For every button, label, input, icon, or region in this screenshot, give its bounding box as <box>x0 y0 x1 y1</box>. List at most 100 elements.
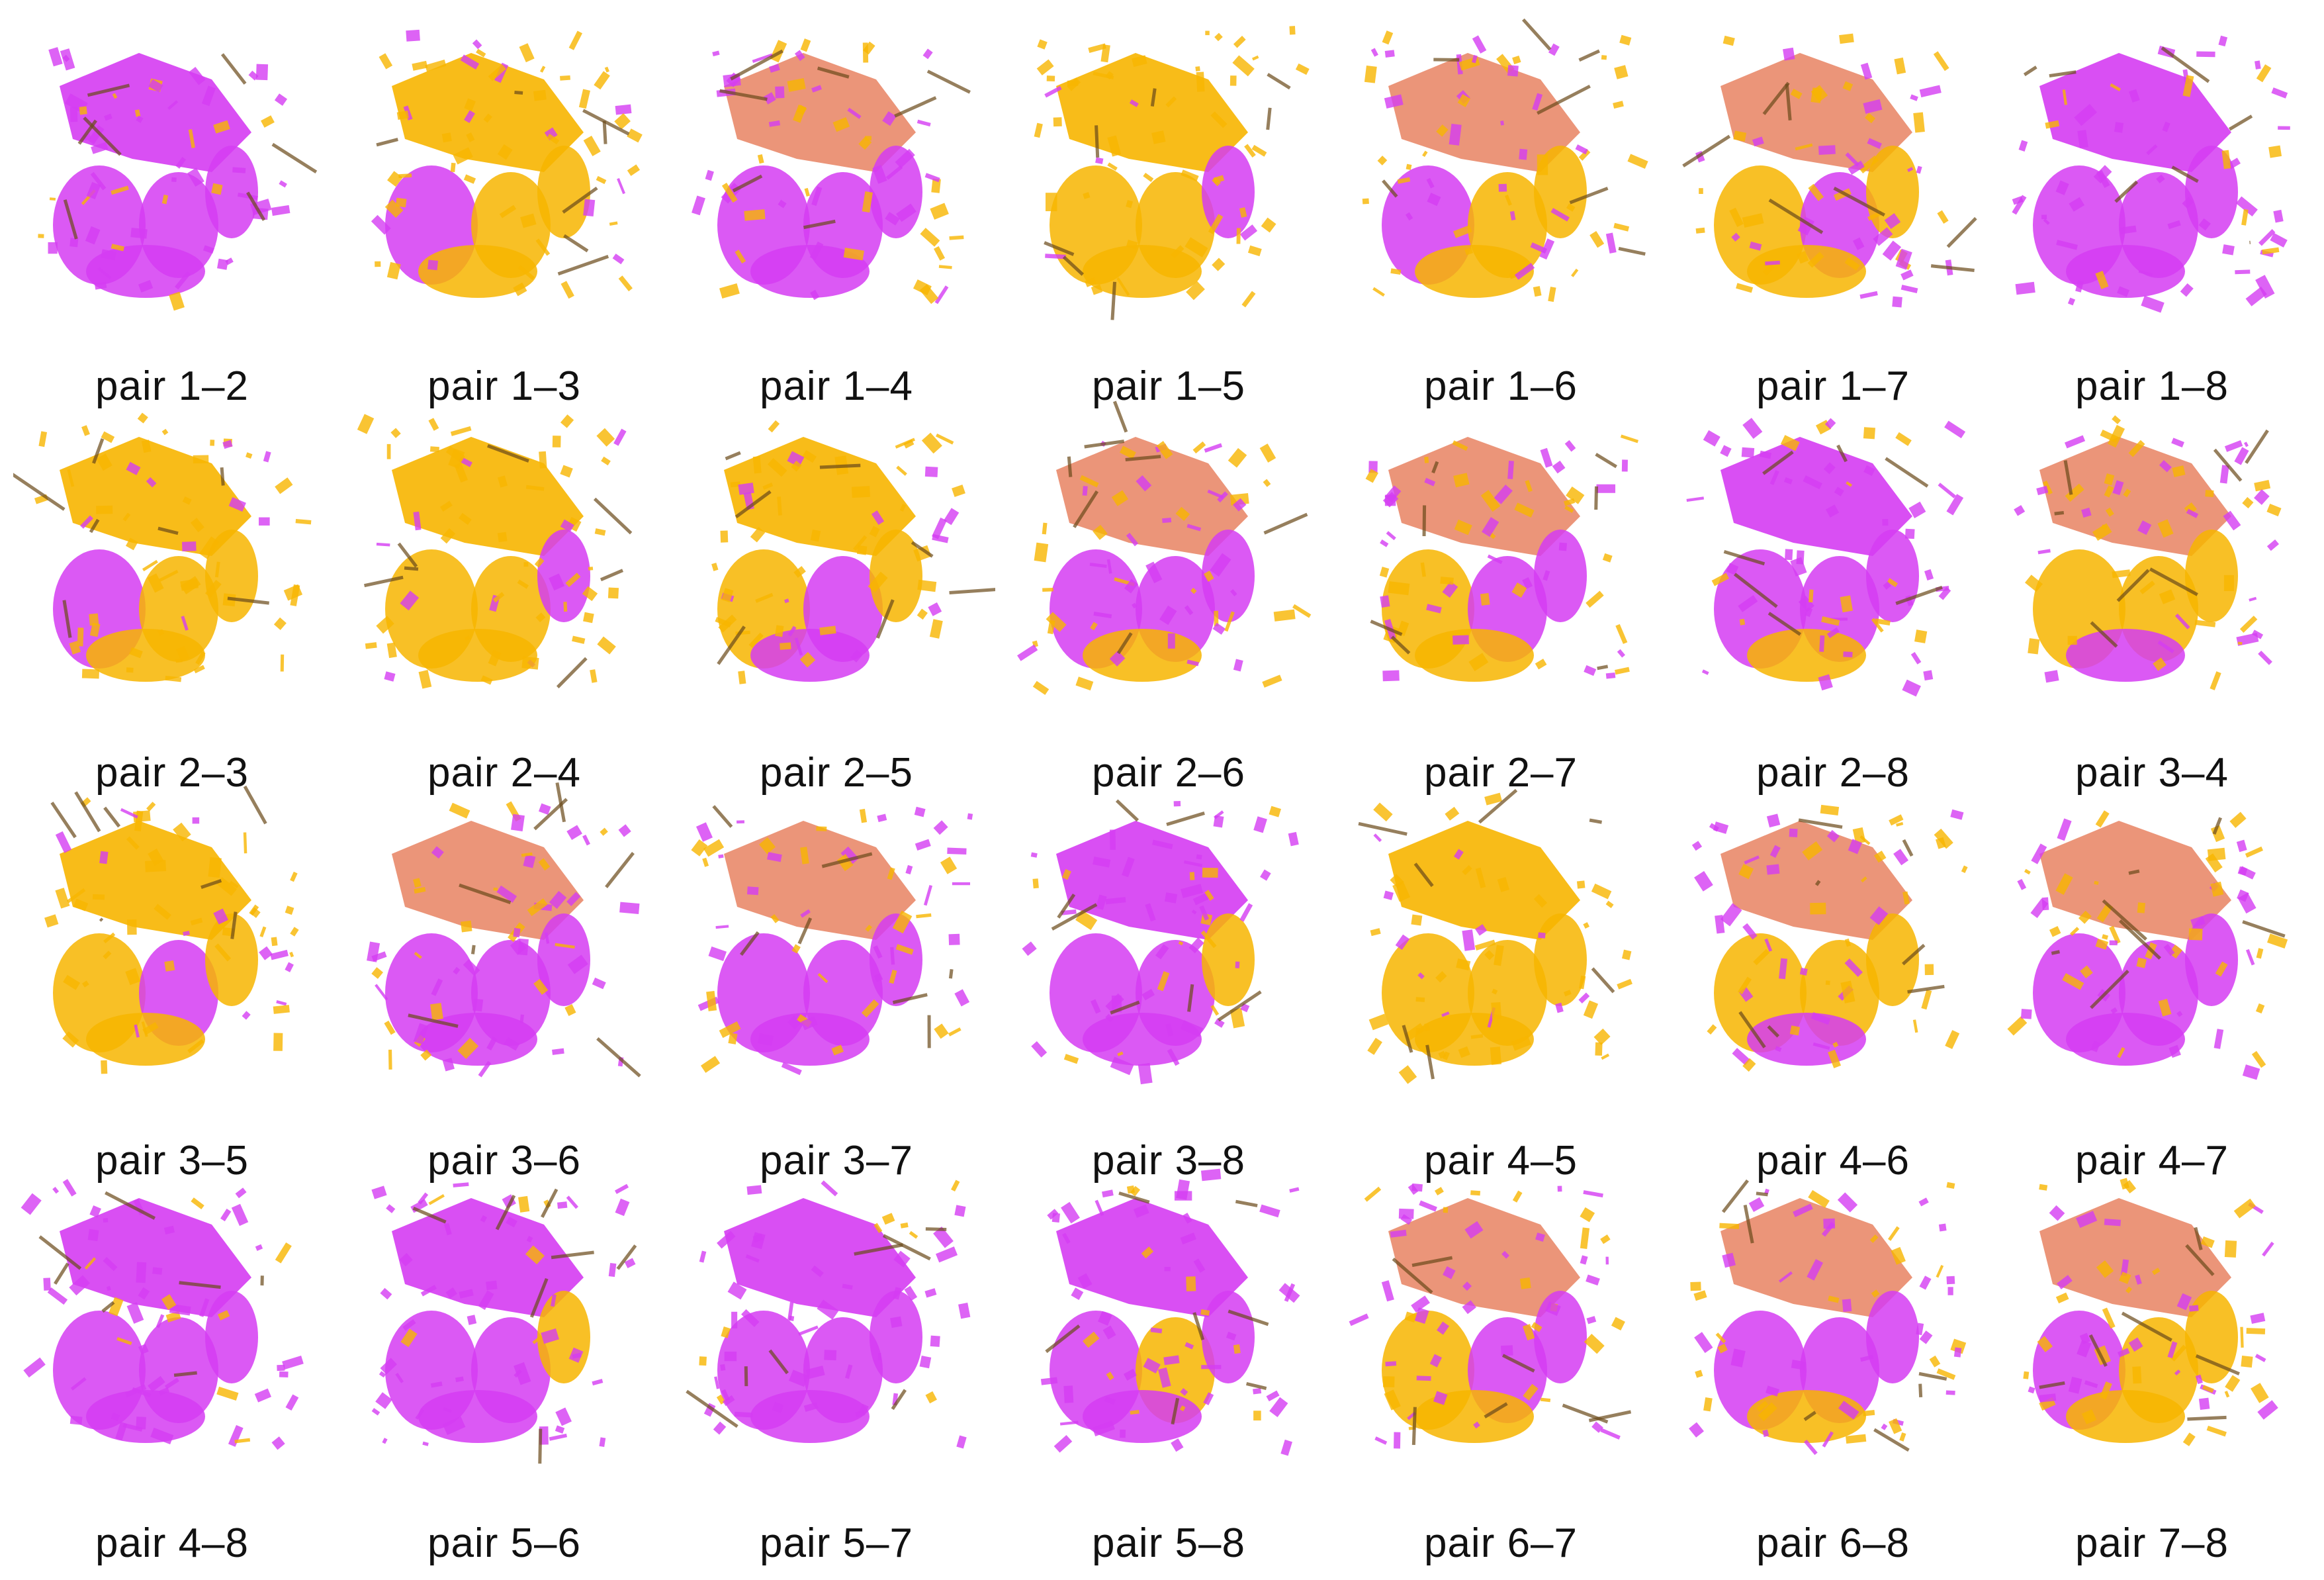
point-fragment <box>819 626 836 635</box>
panel-caption: pair 1–6 <box>1423 363 1578 409</box>
point-fragment <box>1470 1190 1481 1196</box>
wall-edge <box>1768 198 1824 234</box>
point-fragment <box>519 43 535 63</box>
point-fragment <box>1037 39 1048 50</box>
wall-edge <box>2116 569 2150 602</box>
point-fragment <box>843 248 864 261</box>
wall-edge <box>717 626 746 665</box>
point-cluster <box>870 1291 922 1383</box>
panel-15: pair 3–5 <box>7 768 337 1184</box>
point-fragment <box>1785 549 1793 561</box>
panel-caption: pair 1–7 <box>1756 363 1910 409</box>
point-fragment <box>1545 1301 1561 1316</box>
point-fragment <box>38 431 48 447</box>
point-fragment <box>375 261 381 267</box>
point-fragment <box>464 98 476 111</box>
point-fragment <box>513 282 527 297</box>
point-cloud-overlay <box>1034 26 1310 320</box>
point-fragment <box>1226 1331 1237 1341</box>
point-fragment <box>476 48 486 58</box>
point-fragment <box>1797 216 1814 236</box>
point-fragment <box>1233 35 1246 48</box>
point-fragment <box>211 183 223 195</box>
point-fragment <box>933 1227 954 1248</box>
panel-caption: pair 1–4 <box>759 363 914 409</box>
point-fragment <box>453 966 461 975</box>
point-fragment <box>1370 48 1378 57</box>
point-fragment <box>1589 230 1605 248</box>
point-fragment <box>798 1325 819 1336</box>
point-fragment <box>1383 1376 1395 1387</box>
point-cluster <box>418 629 537 682</box>
point-fragment <box>1946 494 1964 516</box>
point-fragment <box>967 813 973 820</box>
point-fragment <box>248 70 259 81</box>
point-fragment <box>929 619 943 639</box>
point-fragment <box>521 656 539 670</box>
panel-caption: pair 4–5 <box>1423 1138 1578 1184</box>
point-fragment <box>1132 55 1147 68</box>
point-fragment <box>781 1062 802 1076</box>
point-fragment <box>79 106 87 115</box>
point-fragment <box>890 1316 903 1328</box>
point-fragment <box>791 944 801 954</box>
point-cloud-overlay <box>711 420 995 684</box>
point-fragment <box>1924 964 1934 976</box>
wall-edge <box>600 569 624 582</box>
upper-structure <box>724 1198 916 1317</box>
upper-structure <box>392 53 584 172</box>
point-fragment <box>1748 1197 1765 1212</box>
wall-edge <box>1062 256 1085 276</box>
point-fragment <box>2104 473 2115 486</box>
wall-edge <box>854 1243 903 1256</box>
wall-edge <box>1721 1179 1749 1213</box>
point-fragment <box>513 927 521 938</box>
point-fragment <box>1443 1266 1456 1279</box>
point-fragment <box>921 432 942 454</box>
point-fragment <box>497 475 508 488</box>
upper-structure <box>392 1198 584 1317</box>
point-fragment <box>916 119 931 127</box>
point-fragment <box>1105 71 1114 79</box>
point-fragment <box>466 132 475 142</box>
point-fragment <box>787 1301 794 1321</box>
point-fragment <box>52 1187 60 1194</box>
wall-edge <box>1762 81 1790 115</box>
point-cloud-overlay <box>2007 810 2288 1080</box>
wall-edge <box>817 66 850 79</box>
point-fragment <box>1189 872 1195 880</box>
point-fragment <box>919 284 939 304</box>
panel-11: pair 2–6 <box>1003 384 1334 796</box>
point-cluster <box>86 1390 205 1443</box>
wall-edge <box>1798 818 1843 829</box>
point-fragment <box>624 1258 636 1268</box>
point-fragment <box>890 947 895 965</box>
wall-edge <box>1115 799 1140 822</box>
point-fragment <box>1210 111 1228 128</box>
wall-edge <box>2023 66 2037 77</box>
point-fragment <box>1435 971 1447 983</box>
point-fragment <box>431 846 444 859</box>
panel-caption: pair 4–7 <box>2075 1138 2229 1184</box>
point-fragment <box>2198 218 2211 231</box>
point-fragment <box>445 445 465 463</box>
point-fragment <box>1398 1208 1414 1219</box>
point-fragment <box>705 169 714 181</box>
panel-6: pair 1–7 <box>1668 0 1998 409</box>
point-fragment <box>1417 972 1425 980</box>
point-fragment <box>1105 1013 1114 1023</box>
point-fragment <box>1595 1042 1603 1056</box>
point-fragment <box>793 105 807 123</box>
wall-edge <box>2242 920 2286 938</box>
point-fragment <box>187 1039 204 1054</box>
point-fragment <box>748 632 764 648</box>
point-fragment <box>146 477 157 488</box>
point-fragment <box>1398 1065 1417 1084</box>
point-cluster <box>1747 1013 1866 1066</box>
point-fragment <box>429 446 439 453</box>
point-fragment <box>1717 1343 1728 1354</box>
point-cloud-overlay <box>44 785 299 1074</box>
point-fragment <box>1690 1281 1701 1291</box>
point-fragment <box>1749 241 1762 251</box>
point-fragment <box>1100 44 1110 63</box>
